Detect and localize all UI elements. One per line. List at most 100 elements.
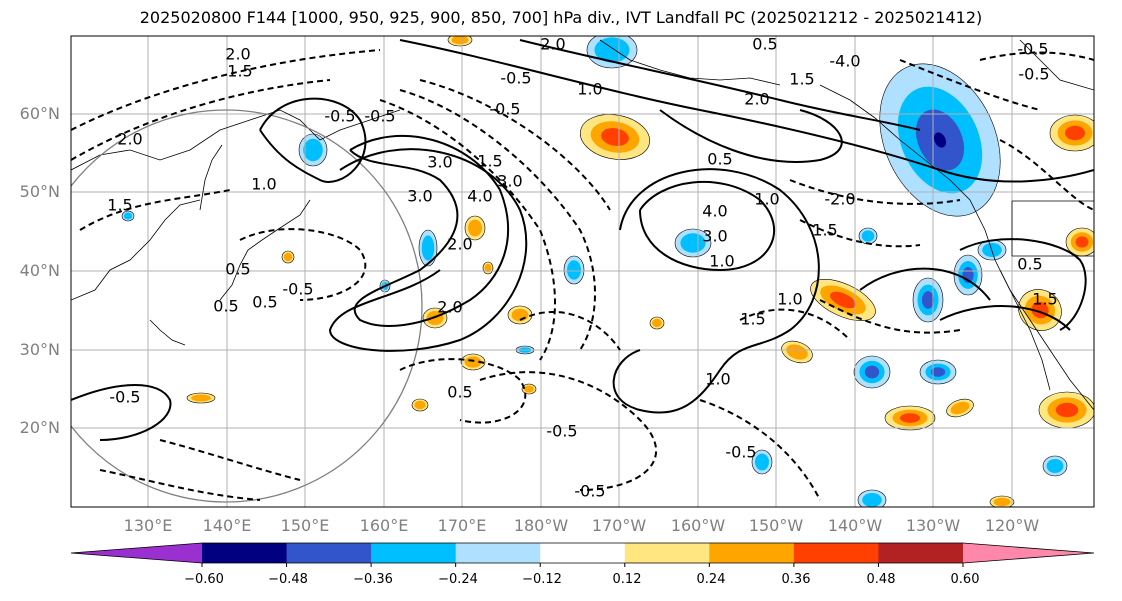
colorbar-tick: 0.60 — [950, 572, 980, 587]
negative-contour — [699, 399, 821, 501]
shaded-level — [191, 394, 211, 402]
positive-contour — [639, 180, 776, 272]
negative-contour — [379, 99, 556, 361]
shaded-blob — [298, 133, 328, 167]
colorbar-bin — [371, 543, 457, 563]
coastline — [219, 199, 311, 301]
shaded-level — [123, 212, 133, 220]
contour-label: 2.0 — [225, 45, 250, 64]
shaded-blob — [649, 316, 665, 330]
positive-contour — [612, 168, 820, 414]
coastline — [149, 319, 186, 346]
shaded-blob — [482, 261, 494, 275]
contour-label: 1.0 — [577, 80, 602, 99]
shaded-level — [786, 344, 808, 360]
contour-label: 1.5 — [740, 310, 765, 329]
colorbar — [70, 542, 1095, 567]
shaded-level — [468, 219, 482, 237]
negative-contour — [799, 219, 921, 248]
negative-contour — [789, 179, 961, 205]
colorbar-tick: −0.24 — [438, 572, 478, 587]
colorbar-tick: −0.36 — [353, 572, 393, 587]
lon-label-180w: 180°W — [513, 516, 569, 535]
shaded-level — [421, 235, 435, 261]
shaded-level — [861, 230, 875, 242]
contour-label: 2.0 — [447, 235, 472, 254]
lon-label-120w: 120°W — [984, 516, 1040, 535]
contour-label: 0.5 — [213, 297, 238, 316]
negative-contour — [479, 371, 657, 491]
grid-lines — [71, 36, 1094, 507]
coastline — [199, 144, 223, 211]
lat-label-50n: 50°N — [19, 182, 60, 201]
lon-label-170w: 170°W — [591, 516, 647, 535]
shaded-level — [950, 401, 970, 415]
contour-lines — [71, 39, 1094, 501]
shaded-fields — [121, 36, 1094, 507]
contour-label: 3.0 — [427, 153, 452, 172]
negative-contour — [79, 189, 231, 231]
contour-label: 0.5 — [225, 260, 250, 279]
positive-contour — [859, 267, 991, 301]
contour-label: 1.5 — [107, 196, 132, 215]
contour-label: -0.5 — [282, 280, 313, 299]
shaded-level — [993, 497, 1011, 507]
colorbar-tick: 0.12 — [612, 572, 642, 587]
shaded-blob — [946, 398, 974, 418]
contour-label: 2.0 — [540, 35, 565, 54]
contour-labels: 2.01.52.01.5-0.51.02.0-0.53.0 1.5-4.02.0 0… — [107, 35, 1057, 501]
negative-contour — [399, 89, 596, 351]
lon-label-170e: 170°E — [437, 516, 487, 535]
shaded-level — [414, 400, 426, 410]
contour-label: 1.5 — [1032, 290, 1057, 309]
map-plot-area: 2.01.52.01.5-0.51.02.0-0.53.0 1.5-4.02.0 0… — [71, 35, 1094, 507]
positive-contour — [959, 238, 1087, 331]
positive-contour — [71, 384, 172, 441]
contour-label: 0.5 — [447, 383, 472, 402]
shaded-blob — [507, 305, 533, 325]
shaded-blob — [781, 340, 813, 364]
colorbar-bin — [455, 543, 541, 563]
shaded-blob — [464, 215, 486, 241]
shaded-level — [862, 493, 882, 507]
contour-label: 3.0 — [702, 227, 727, 246]
colorbar-bin — [878, 543, 964, 563]
positive-contour — [939, 305, 1071, 331]
contour-label: 0.5 — [1017, 255, 1042, 274]
shaded-level — [930, 367, 946, 377]
contour-label: 1.5 — [812, 221, 837, 240]
shaded-blob — [884, 405, 936, 431]
negative-contour — [419, 79, 611, 211]
colorbar-tick: −0.60 — [184, 572, 224, 587]
contour-label: 1.0 — [709, 252, 734, 271]
contour-label: 2.0 — [437, 298, 462, 317]
map-title: 2025020800 F144 [1000, 950, 925, 900, 85… — [139, 8, 983, 27]
contour-label: -0.5 — [546, 422, 577, 441]
shaded-level — [1055, 402, 1079, 418]
positive-contour — [328, 148, 528, 352]
contour-label: -0.5 — [1017, 40, 1048, 59]
positive-contour — [349, 135, 509, 327]
colorbar-high-extension — [963, 543, 1094, 563]
contour-label: 1.5 — [789, 70, 814, 89]
contour-label: -0.5 — [489, 100, 520, 119]
negative-contour — [159, 439, 301, 481]
shaded-blob — [563, 255, 585, 285]
shaded-blob — [919, 359, 957, 385]
shaded-blob — [751, 449, 773, 475]
shaded-level — [1075, 236, 1089, 248]
shaded-level — [283, 252, 293, 262]
shaded-blob — [186, 392, 216, 404]
negative-contour — [979, 51, 1094, 61]
contour-label: -0.5 — [725, 443, 756, 462]
lon-label-150e: 150°E — [280, 516, 330, 535]
shaded-blob — [1018, 289, 1062, 331]
contour-label: 1.5 — [227, 62, 252, 81]
coastline — [999, 269, 1051, 391]
negative-contour — [99, 469, 261, 501]
contour-label: 2.0 — [117, 130, 142, 149]
lat-label-40n: 40°N — [19, 261, 60, 280]
shaded-blob — [580, 114, 650, 160]
contour-label: 4.0 — [467, 187, 492, 206]
